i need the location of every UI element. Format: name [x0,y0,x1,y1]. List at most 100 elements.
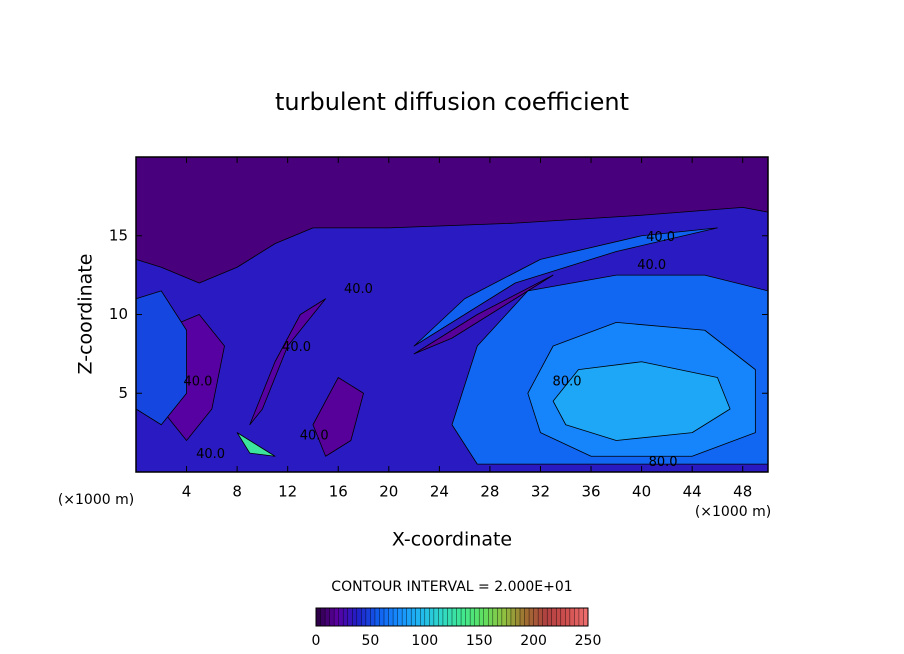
colorbar-tick-label: 100 [411,633,438,649]
colorbar-swatch [560,608,566,626]
contour-region [249,298,327,426]
colorbar-swatch [533,608,539,626]
colorbar-swatch [569,608,575,626]
contour-region [236,432,276,457]
colorbar-swatch [406,608,412,626]
x-axis-label: X-coordinate [392,529,512,551]
colorbar-swatch [329,608,335,626]
contour-region [552,361,731,441]
colorbar-swatch [470,608,476,626]
colorbar-swatch [492,608,498,626]
colorbar-swatch [556,608,562,626]
y-tick-label: 15 [109,226,128,244]
colorbar-tick-label: 150 [466,633,493,649]
colorbar-swatch [461,608,467,626]
y-tick-label: 5 [118,384,128,402]
colorbar-tick-label: 200 [520,633,547,649]
colorbar-swatch [538,608,544,626]
colorbar-swatch [420,608,426,626]
x-tick-label: 16 [329,483,348,501]
x-tick-label: 8 [232,483,242,501]
x-tick-label: 44 [683,483,702,501]
colorbar-swatch [415,608,421,626]
colorbar-swatch [547,608,553,626]
colorbar-swatch [551,608,557,626]
colorbar-swatch [542,608,548,626]
colorbar-frame [315,607,589,627]
contour-label: 40.0 [344,282,373,297]
colorbar-swatch [510,608,516,626]
colorbar-swatch [411,608,417,626]
colorbar-swatch [424,608,430,626]
colorbar-swatch [515,608,521,626]
colorbar-swatch [565,608,571,626]
colorbar-swatch [334,608,340,626]
contour-interval: CONTOUR INTERVAL = 2.000E+01 [331,579,572,595]
contour-label: 40.0 [196,447,225,462]
colorbar-swatch [374,608,380,626]
colorbar-swatch [361,608,367,626]
colorbar-swatch [433,608,439,626]
colorbar-swatch [524,608,530,626]
colorbar-swatch [456,608,462,626]
colorbar-swatch [316,608,322,626]
colorbar-swatch [465,608,471,626]
colorbar-swatch [442,608,448,626]
x-tick-label: 32 [531,483,550,501]
colorbar-swatch [356,608,362,626]
x-tick-label: 28 [480,483,499,501]
colorbar-swatch [452,608,458,626]
x-tick-label: 4 [182,483,192,501]
colorbar-swatch [343,608,349,626]
colorbar-swatch [479,608,485,626]
x-tick-label: 36 [581,483,600,501]
contour-label: 80.0 [553,375,582,390]
colorbar-swatch [352,608,358,626]
x-tick-label: 48 [733,483,752,501]
colorbar-swatch [574,608,580,626]
colorbar-swatch [393,608,399,626]
colorbar-swatch [497,608,503,626]
colorbar-swatch [397,608,403,626]
y-axis-label: Z-coordinate [75,254,97,375]
x-tick-label: 40 [632,483,651,501]
contour-label: 40.0 [183,375,212,390]
colorbar-swatch [583,608,589,626]
colorbar-tick-label: 250 [575,633,602,649]
colorbar-swatch [338,608,344,626]
colorbar-swatch [370,608,376,626]
contour-label: 40.0 [637,258,666,273]
colorbar-swatch [365,608,371,626]
colorbar-swatch [506,608,512,626]
colorbar-tick-label: 50 [361,633,379,649]
colorbar-swatch [384,608,390,626]
colorbar-swatch [429,608,435,626]
x-tick-label: 24 [430,483,449,501]
contour-region [312,377,364,457]
colorbar-swatch [501,608,507,626]
colorbar-swatch [402,608,408,626]
contour-label: 40.0 [646,230,675,245]
colorbar-swatch [388,608,394,626]
colorbar-swatch [325,608,331,626]
colorbar-swatch [379,608,385,626]
x-tick-label: 12 [278,483,297,501]
colorbar-swatch [578,608,584,626]
colorbar-swatch [474,608,480,626]
contour-region [413,227,718,347]
colorbar-swatch [438,608,444,626]
colorbar-swatch [320,608,326,626]
colorbar-swatch [488,608,494,626]
contour-label: 80.0 [649,455,678,470]
y-tick-label: 10 [109,305,128,323]
colorbar-swatch [529,608,535,626]
y-unit-label: (×1000 m) [58,492,134,508]
colorbar-swatch [483,608,489,626]
x-tick-label: 20 [379,483,398,501]
x-unit-label: (×1000 m) [695,504,771,520]
chart-title: turbulent diffusion coefficient [275,88,629,116]
contour-label: 40.0 [282,340,311,355]
colorbar-swatch [520,608,526,626]
colorbar-swatch [447,608,453,626]
